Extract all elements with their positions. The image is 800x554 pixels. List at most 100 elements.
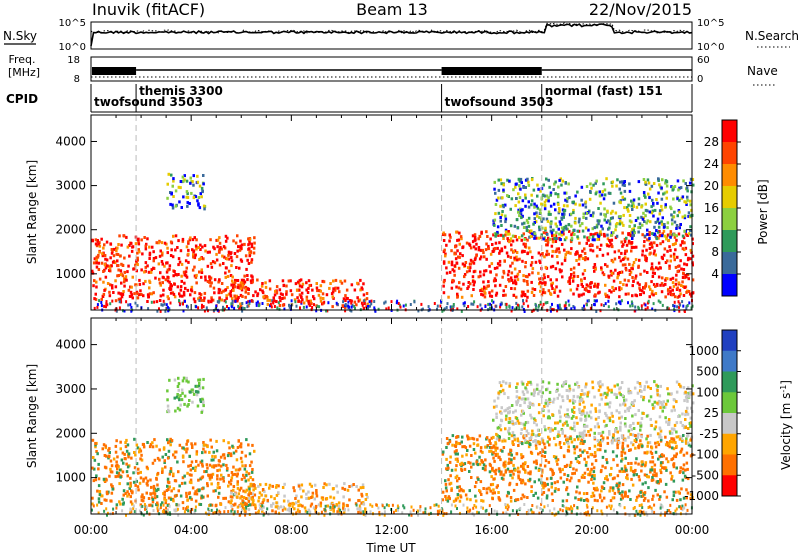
echo-cell [640,460,643,464]
echo-cell [560,233,564,237]
echo-cell [675,466,678,470]
echo-cell [529,443,532,447]
echo-cell [203,470,206,474]
echo-cell [517,398,520,402]
echo-cell [650,262,654,266]
echo-cell [609,233,613,237]
echo-cell [557,247,560,251]
echo-cell [150,300,153,304]
echo-cell [669,286,672,290]
echo-cell [633,439,637,443]
echo-cell [172,234,175,238]
echo-cell [138,282,142,286]
echo-cell [526,280,529,283]
power-echoes [91,172,695,313]
echo-cell [673,300,676,304]
echo-cell [226,454,230,458]
echo-cell [594,417,598,421]
echo-cell [362,502,366,506]
echo-cell [182,376,186,380]
echo-cell [526,383,529,387]
echo-cell [129,285,132,289]
echo-cell [491,497,494,501]
echo-cell [551,287,554,290]
echo-cell [624,438,627,442]
echo-cell [123,280,126,284]
echo-cell [588,473,592,477]
echo-cell [285,284,288,288]
echo-cell [277,491,280,495]
echo-cell [545,243,548,247]
echo-cell [239,239,242,243]
echo-cell [495,416,498,419]
echo-cell [675,227,678,230]
echo-cell [683,200,686,204]
echo-cell [129,476,132,480]
echo-cell [93,279,96,283]
echo-cell [147,307,150,311]
echo-cell [643,220,646,223]
echo-cell [225,294,228,298]
echo-cell [227,484,230,488]
echo-cell [204,275,207,279]
echo-cell [617,300,620,304]
echo-cell [105,305,107,309]
echo-cell [682,434,685,437]
echo-cell [96,303,99,307]
echo-cell [523,279,526,283]
echo-cell [502,271,506,275]
echo-cell [166,305,169,309]
echo-cell [643,269,646,273]
echo-cell [296,280,300,284]
echo-cell [465,497,469,501]
echo-cell [500,182,503,186]
echo-cell [522,299,524,303]
echo-cell [664,181,667,185]
echo-cell [158,307,160,311]
echo-cell [669,471,672,475]
echo-cell [139,449,143,453]
echo-cell [129,500,133,504]
echo-cell [551,473,555,476]
echo-cell [606,264,609,268]
echo-cell [689,225,692,229]
echo-cell [196,180,200,184]
echo-cell [369,304,371,308]
echo-cell [571,472,574,476]
echo-cell [190,442,193,446]
echo-cell [661,466,664,470]
echo-cell [100,237,103,241]
echo-cell [560,216,563,220]
echo-cell [209,438,212,442]
echo-cell [675,430,678,434]
echo-cell [178,299,180,303]
echo-cell [691,392,695,396]
echo-cell [548,185,551,189]
echo-cell [676,255,679,259]
echo-cell [292,486,295,490]
echo-cell [449,481,453,485]
echo-cell [606,244,609,248]
echo-cell [657,443,661,447]
echo-cell [528,246,531,250]
echo-cell [166,477,170,481]
echo-cell [522,186,525,189]
echo-cell [686,195,689,199]
echo-cell [136,485,140,489]
echo-cell [549,306,552,310]
echo-cell [651,455,654,459]
echo-cell [668,245,671,249]
echo-cell [652,233,656,236]
echo-cell [95,260,98,264]
echo-cell [538,228,541,232]
echo-cell [498,251,501,255]
echo-cell [168,267,171,271]
echo-cell [662,400,665,404]
echo-cell [603,424,607,428]
echo-cell [323,300,326,304]
echo-cell [649,395,653,399]
echo-cell [240,278,244,282]
echo-cell [216,469,219,473]
echo-cell [130,249,134,253]
echo-cell [214,464,218,468]
